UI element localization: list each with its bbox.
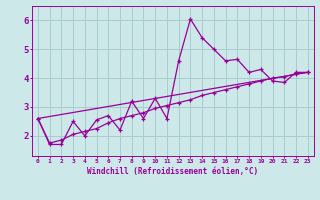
X-axis label: Windchill (Refroidissement éolien,°C): Windchill (Refroidissement éolien,°C) [87,167,258,176]
